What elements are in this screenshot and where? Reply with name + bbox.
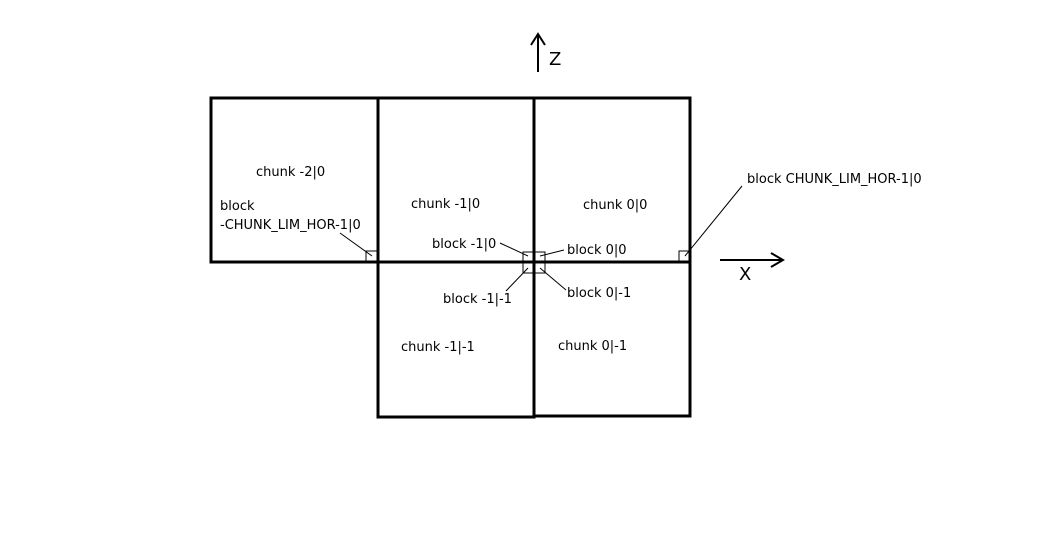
x-axis: X	[720, 253, 783, 285]
leader-pos-lim	[685, 186, 742, 256]
chunk-m2-0	[211, 98, 378, 262]
leader-m1-0	[500, 243, 528, 256]
chunk-label-m1-0: chunk -1|0	[411, 197, 480, 212]
block-label-0-0: block 0|0	[567, 243, 627, 258]
block-label-pos-lim: block CHUNK_LIM_HOR-1|0	[747, 172, 922, 187]
block-label-m1-m1: block -1|-1	[443, 292, 512, 307]
block-label-0-m1: block 0|-1	[567, 286, 631, 301]
leader-lines	[340, 186, 742, 291]
x-axis-label: X	[739, 264, 751, 285]
chunk-0-0	[534, 98, 690, 262]
leader-m1-m1	[506, 268, 528, 291]
chunk-label-m2-0: chunk -2|0	[256, 165, 325, 180]
leader-neg-lim	[340, 233, 372, 256]
chunk-label-m1-m1: chunk -1|-1	[401, 340, 475, 355]
block-label-m1-0: block -1|0	[432, 237, 496, 252]
block-label-neg-lim-line2: -CHUNK_LIM_HOR-1|0	[220, 218, 361, 233]
z-axis: Z	[531, 34, 561, 72]
leader-0-m1	[540, 268, 566, 290]
chunk-label-0-0: chunk 0|0	[583, 198, 647, 213]
leader-0-0	[540, 250, 564, 256]
block-label-neg-lim-line1: block	[220, 199, 255, 214]
chunk-label-0-m1: chunk 0|-1	[558, 339, 627, 354]
z-axis-label: Z	[549, 49, 561, 70]
